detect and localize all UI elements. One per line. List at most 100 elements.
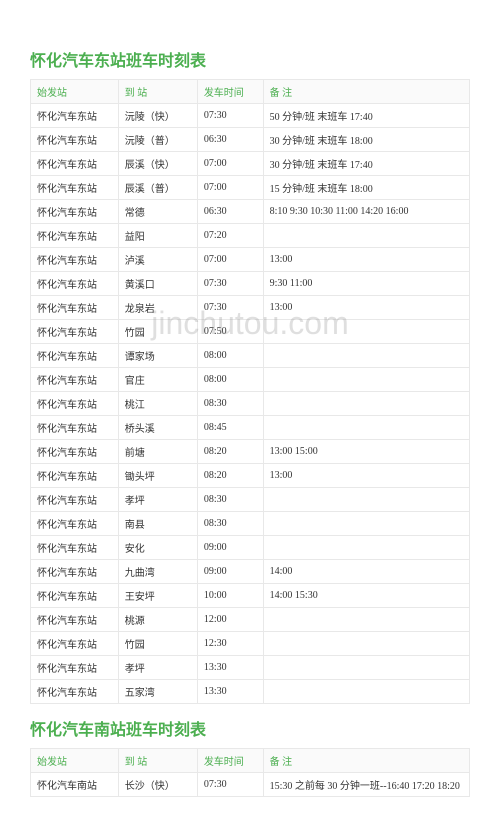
- table-cell: 8:10 9:30 10:30 11:00 14:20 16:00: [263, 200, 469, 224]
- table-cell: 07:00: [197, 176, 263, 200]
- table-cell: 怀化汽车东站: [31, 200, 119, 224]
- table-cell: 怀化汽车东站: [31, 296, 119, 320]
- table-header-row: 始发站 到 站 发车时间 备 注: [31, 749, 470, 773]
- col-header-origin: 始发站: [31, 80, 119, 104]
- table-cell: [263, 536, 469, 560]
- table-cell: 怀化汽车东站: [31, 536, 119, 560]
- table-cell: 长沙（快）: [118, 773, 197, 797]
- table-cell: 怀化汽车东站: [31, 176, 119, 200]
- table-row: 怀化汽车南站长沙（快）07:3015:30 之前每 30 分钟一班--16:40…: [31, 773, 470, 797]
- table-cell: 怀化汽车南站: [31, 773, 119, 797]
- table-cell: 怀化汽车东站: [31, 392, 119, 416]
- table-row: 怀化汽车东站前塘08:2013:00 15:00: [31, 440, 470, 464]
- table-cell: [263, 680, 469, 704]
- table-row: 怀化汽车东站孝坪08:30: [31, 488, 470, 512]
- table-cell: 孝坪: [118, 656, 197, 680]
- col-header-destination: 到 站: [118, 80, 197, 104]
- table-row: 怀化汽车东站五家湾13:30: [31, 680, 470, 704]
- table-cell: 常德: [118, 200, 197, 224]
- table-cell: 安化: [118, 536, 197, 560]
- table-cell: 08:20: [197, 464, 263, 488]
- table-cell: 07:30: [197, 104, 263, 128]
- table-cell: 龙泉岩: [118, 296, 197, 320]
- table-cell: 09:00: [197, 560, 263, 584]
- table-row: 怀化汽车东站黄溪口07:309:30 11:00: [31, 272, 470, 296]
- table-cell: 怀化汽车东站: [31, 248, 119, 272]
- table-cell: 怀化汽车东站: [31, 632, 119, 656]
- table-row: 怀化汽车东站桃源12:00: [31, 608, 470, 632]
- table-cell: 30 分钟/班 末班车 18:00: [263, 128, 469, 152]
- table-cell: 07:30: [197, 773, 263, 797]
- table-cell: 泸溪: [118, 248, 197, 272]
- table-cell: 怀化汽车东站: [31, 224, 119, 248]
- table-cell: 桃江: [118, 392, 197, 416]
- table-cell: 怀化汽车东站: [31, 584, 119, 608]
- table-row: 怀化汽车东站常德06:308:10 9:30 10:30 11:00 14:20…: [31, 200, 470, 224]
- section-2: 怀化汽车南站班车时刻表 始发站 到 站 发车时间 备 注 怀化汽车南站长沙（快）…: [30, 716, 470, 797]
- table-cell: [263, 368, 469, 392]
- table-cell: 沅陵（普）: [118, 128, 197, 152]
- col-header-destination: 到 站: [118, 749, 197, 773]
- table-cell: 08:30: [197, 488, 263, 512]
- table-cell: 辰溪（快）: [118, 152, 197, 176]
- table-cell: 怀化汽车东站: [31, 104, 119, 128]
- table-cell: 07:00: [197, 152, 263, 176]
- table-cell: 13:30: [197, 680, 263, 704]
- table-row: 怀化汽车东站九曲湾09:0014:00: [31, 560, 470, 584]
- table-cell: 怀化汽车东站: [31, 560, 119, 584]
- table-cell: 08:00: [197, 344, 263, 368]
- table-cell: 桃源: [118, 608, 197, 632]
- table-row: 怀化汽车东站沅陵（快）07:3050 分钟/班 末班车 17:40: [31, 104, 470, 128]
- table-cell: 怀化汽车东站: [31, 320, 119, 344]
- table-cell: 黄溪口: [118, 272, 197, 296]
- table-cell: 九曲湾: [118, 560, 197, 584]
- table-row: 怀化汽车东站桃江08:30: [31, 392, 470, 416]
- col-header-time: 发车时间: [197, 80, 263, 104]
- table-body-east: 怀化汽车东站沅陵（快）07:3050 分钟/班 末班车 17:40怀化汽车东站沅…: [31, 104, 470, 704]
- table-row: 怀化汽车东站谭家场08:00: [31, 344, 470, 368]
- table-cell: 07:30: [197, 296, 263, 320]
- table-row: 怀化汽车东站辰溪（快）07:0030 分钟/班 末班车 17:40: [31, 152, 470, 176]
- table-cell: 50 分钟/班 末班车 17:40: [263, 104, 469, 128]
- table-cell: [263, 632, 469, 656]
- table-cell: 12:00: [197, 608, 263, 632]
- table-row: 怀化汽车东站南县08:30: [31, 512, 470, 536]
- table-cell: 08:00: [197, 368, 263, 392]
- table-cell: 五家湾: [118, 680, 197, 704]
- table-cell: 30 分钟/班 末班车 17:40: [263, 152, 469, 176]
- col-header-origin: 始发站: [31, 749, 119, 773]
- table-cell: 辰溪（普）: [118, 176, 197, 200]
- table-cell: 13:00: [263, 464, 469, 488]
- table-cell: 官庄: [118, 368, 197, 392]
- table-cell: 12:30: [197, 632, 263, 656]
- table-cell: 15:30 之前每 30 分钟一班--16:40 17:20 18:20: [263, 773, 469, 797]
- table-row: 怀化汽车东站竹园12:30: [31, 632, 470, 656]
- table-cell: 08:20: [197, 440, 263, 464]
- table-cell: 怀化汽车东站: [31, 656, 119, 680]
- table-cell: 王安坪: [118, 584, 197, 608]
- table-cell: 13:00 15:00: [263, 440, 469, 464]
- table-cell: [263, 488, 469, 512]
- schedule-table-south: 始发站 到 站 发车时间 备 注 怀化汽车南站长沙（快）07:3015:30 之…: [30, 748, 470, 797]
- table-cell: 怀化汽车东站: [31, 152, 119, 176]
- table-row: 怀化汽车东站王安坪10:0014:00 15:30: [31, 584, 470, 608]
- table-row: 怀化汽车东站沅陵（普）06:3030 分钟/班 末班车 18:00: [31, 128, 470, 152]
- table-cell: 锄头坪: [118, 464, 197, 488]
- table-row: 怀化汽车东站桥头溪08:45: [31, 416, 470, 440]
- table-cell: [263, 608, 469, 632]
- table-cell: 竹园: [118, 320, 197, 344]
- table-body-south: 怀化汽车南站长沙（快）07:3015:30 之前每 30 分钟一班--16:40…: [31, 773, 470, 797]
- table-cell: 13:00: [263, 296, 469, 320]
- table-cell: 怀化汽车东站: [31, 128, 119, 152]
- table-cell: [263, 224, 469, 248]
- table-row: 怀化汽车东站安化09:00: [31, 536, 470, 560]
- section-1: 怀化汽车东站班车时刻表 始发站 到 站 发车时间 备 注 怀化汽车东站沅陵（快）…: [30, 47, 470, 704]
- col-header-remark: 备 注: [263, 80, 469, 104]
- table-cell: 08:30: [197, 392, 263, 416]
- table-cell: 09:00: [197, 536, 263, 560]
- table-cell: 15 分钟/班 末班车 18:00: [263, 176, 469, 200]
- table-cell: 07:50: [197, 320, 263, 344]
- table-cell: 07:00: [197, 248, 263, 272]
- table-cell: 竹园: [118, 632, 197, 656]
- table-cell: [263, 320, 469, 344]
